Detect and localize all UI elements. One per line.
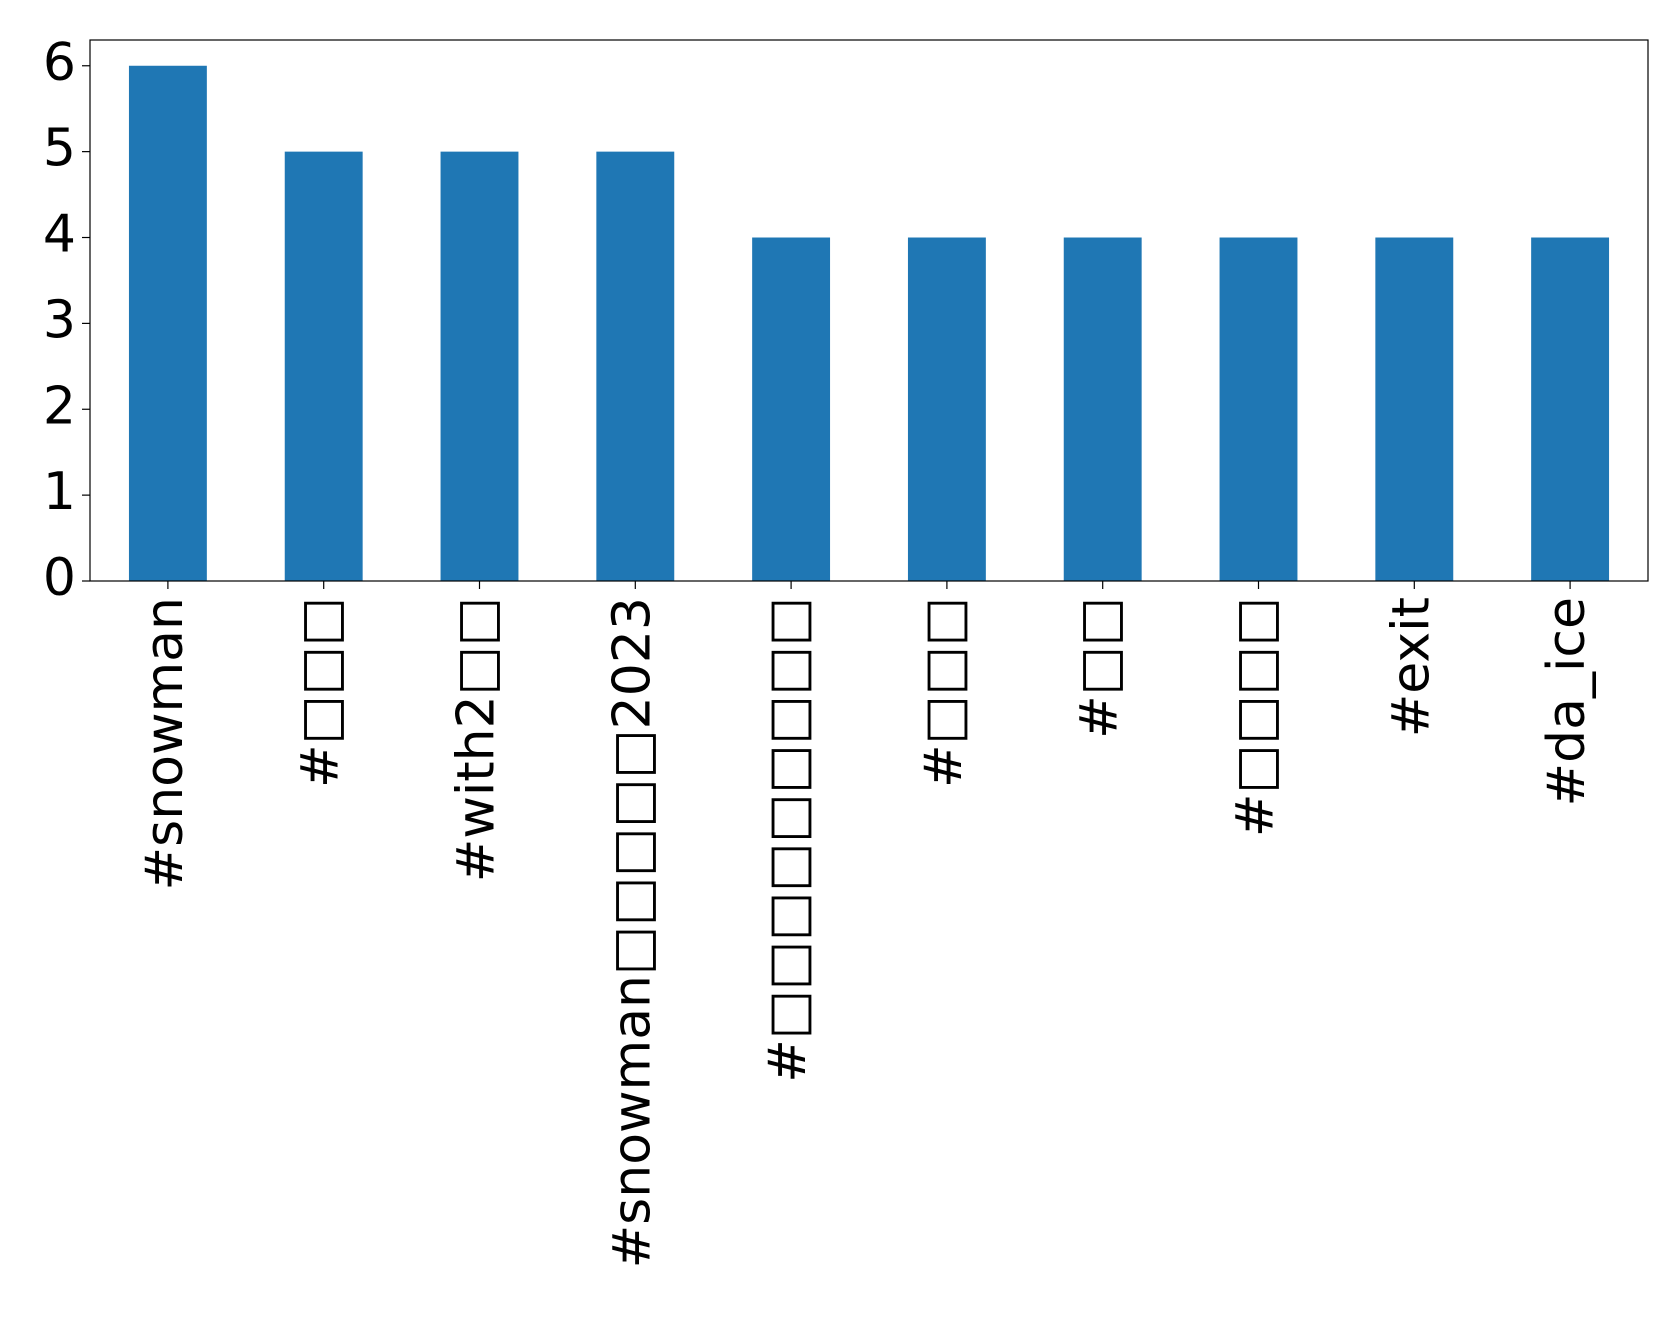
bar xyxy=(1531,237,1610,581)
x-tick-label: #□□□□□□□□□ xyxy=(758,597,818,1083)
y-tick-label: 4 xyxy=(43,205,76,265)
x-tick-label: #snowman□□□□□2023 xyxy=(602,597,662,1268)
x-tick-label: #with2□□ xyxy=(447,597,507,882)
bar xyxy=(907,237,986,581)
y-tick-label: 0 xyxy=(43,548,76,608)
x-tick-label: #□□ xyxy=(1070,597,1130,739)
bar xyxy=(1375,237,1454,581)
x-tick-label: #snowman xyxy=(135,597,195,890)
x-tick-label: #□□□ xyxy=(291,597,351,788)
bar xyxy=(284,151,363,581)
x-tick-label: #da_ice xyxy=(1537,597,1597,806)
y-tick-label: 6 xyxy=(43,33,76,93)
x-tick-label: #□□□ xyxy=(914,597,974,788)
y-tick-label: 3 xyxy=(43,290,76,350)
y-tick-label: 1 xyxy=(43,462,76,522)
plot-frame xyxy=(89,39,1649,582)
bar xyxy=(1219,237,1298,581)
bar xyxy=(440,151,519,581)
x-tick-label: #exit xyxy=(1381,597,1441,737)
y-tick-label: 2 xyxy=(43,376,76,436)
bar xyxy=(752,237,831,581)
bar xyxy=(596,151,675,581)
y-tick-label: 5 xyxy=(43,119,76,179)
bar xyxy=(1063,237,1142,581)
x-tick-label: #□□□□ xyxy=(1226,597,1286,837)
bar xyxy=(128,65,207,581)
